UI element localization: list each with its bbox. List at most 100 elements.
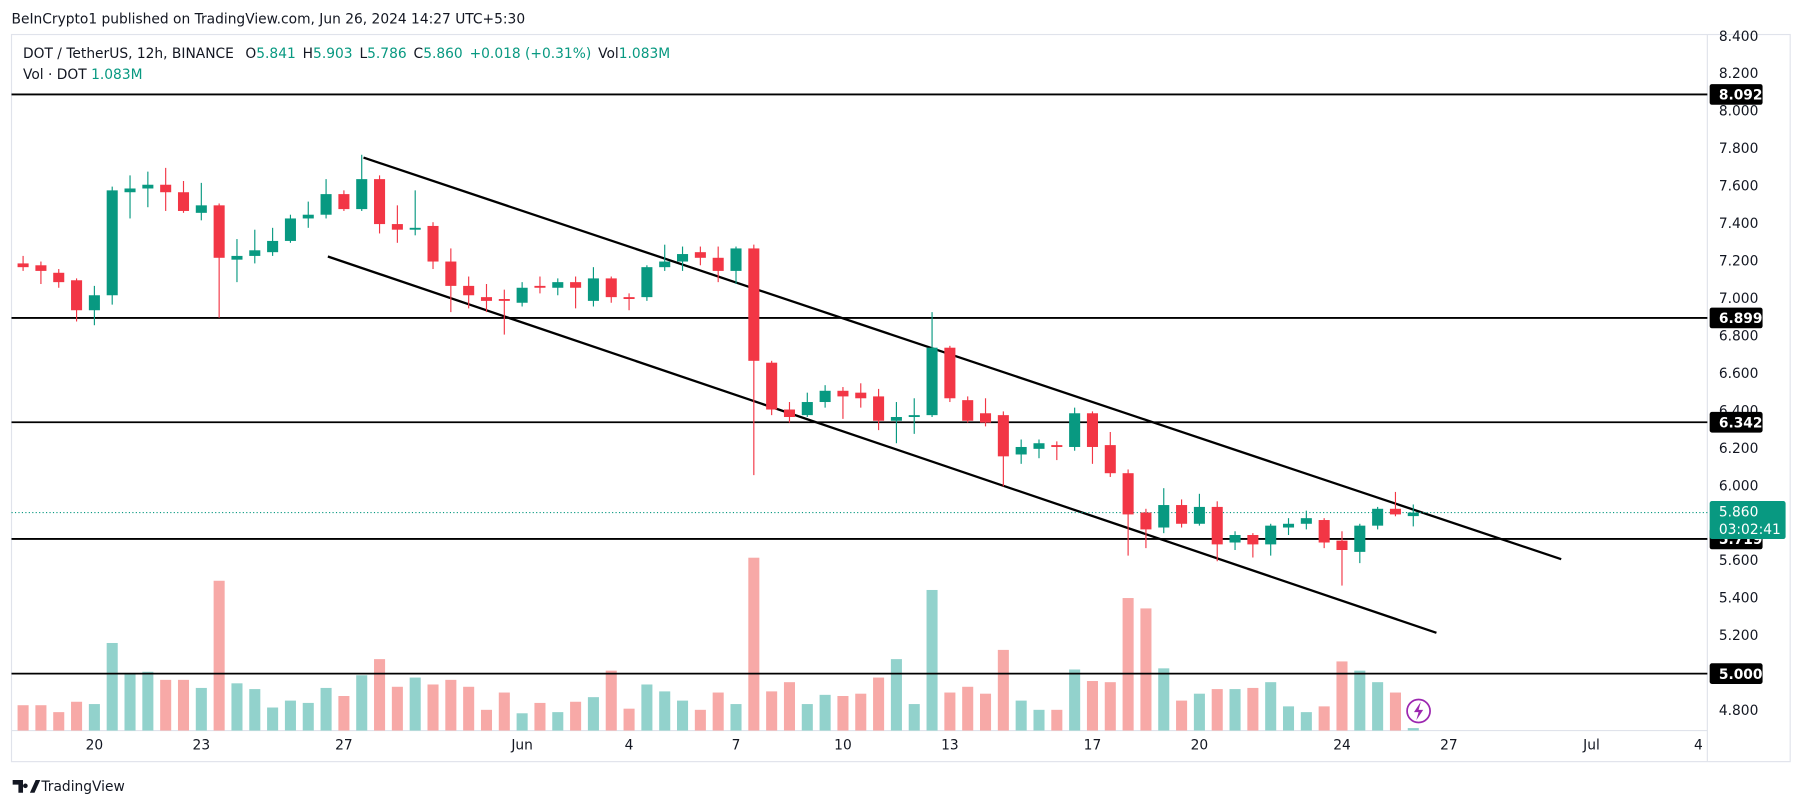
- volume-bar: [730, 704, 742, 731]
- candle-body: [35, 265, 47, 271]
- volume-bar: [1372, 682, 1384, 731]
- candle-body: [267, 240, 279, 253]
- y-tick-label: 4.800: [1719, 703, 1759, 719]
- candle-body: [320, 194, 332, 215]
- volume-bar: [552, 712, 564, 731]
- level-label-box: [1709, 307, 1763, 329]
- volume-bar: [980, 693, 992, 731]
- candle-body: [374, 179, 386, 225]
- x-tick-label: 4: [1694, 738, 1703, 754]
- field-value: 5.860: [423, 46, 463, 62]
- volume-bar: [1033, 709, 1045, 731]
- volume-bar: [35, 705, 47, 731]
- field-value: 5.786: [367, 46, 406, 62]
- axes: 4.8005.0005.2005.4005.6005.8006.0006.200…: [86, 29, 1786, 754]
- volume-bar: [409, 677, 421, 731]
- volume-bar: [1176, 700, 1188, 731]
- x-tick-label: Jul: [1582, 738, 1600, 754]
- candle-body: [1354, 525, 1366, 552]
- x-tick-label: 27: [335, 738, 353, 754]
- lightning-icon[interactable]: [1406, 698, 1431, 724]
- candle-body: [1051, 445, 1063, 447]
- candle-body: [1176, 505, 1188, 524]
- volume-bar: [1282, 706, 1295, 731]
- countdown: 03:02:41: [1719, 522, 1781, 538]
- candle-body: [480, 297, 493, 301]
- volume-bar: [659, 691, 671, 731]
- candle-body: [962, 400, 974, 421]
- volume-bar: [570, 701, 582, 731]
- field-value: 5.903: [313, 46, 353, 62]
- y-tick-label: 6.800: [1719, 328, 1759, 344]
- volume-bar: [1247, 687, 1259, 731]
- candle-body: [17, 263, 29, 268]
- candle-body: [837, 390, 849, 397]
- candle-body: [819, 390, 831, 403]
- y-tick-label: 7.200: [1719, 254, 1759, 270]
- candle-body: [445, 261, 457, 286]
- volume-bar: [124, 672, 136, 731]
- candle-body: [1372, 508, 1384, 526]
- y-tick-label: 6.000: [1719, 478, 1759, 494]
- x-tick-label: 23: [193, 738, 211, 754]
- candle-body: [677, 254, 689, 262]
- candle-body: [908, 415, 920, 418]
- field-label: H: [303, 46, 313, 62]
- level-label-box: [1709, 84, 1763, 105]
- candle-body: [195, 205, 207, 213]
- candle-body: [213, 205, 225, 258]
- candle-body: [1318, 520, 1330, 543]
- candle-body: [71, 280, 83, 311]
- field-value: 5.841: [256, 46, 296, 62]
- x-tick-label: 20: [1191, 738, 1209, 754]
- volume-header: Vol · DOT 1.083M: [23, 67, 143, 83]
- level-label: 6.899: [1719, 311, 1763, 327]
- vol-line-value: 1.083M: [91, 67, 142, 83]
- volume-bar: [1193, 693, 1205, 731]
- volume-bar: [17, 705, 29, 731]
- candles: [17, 154, 1419, 586]
- candle-body: [1282, 523, 1295, 528]
- volume-bar: [445, 679, 457, 731]
- candle-body: [659, 261, 671, 268]
- vol-value: 1.083M: [619, 46, 670, 62]
- y-tick-label: 7.400: [1719, 216, 1759, 232]
- candle-body: [409, 227, 421, 230]
- candle-body: [605, 278, 617, 298]
- candle-body: [1140, 512, 1152, 530]
- volume-bar: [356, 675, 368, 731]
- candle-body: [1336, 540, 1348, 551]
- candle-body: [177, 192, 190, 211]
- field-label: O: [245, 46, 256, 62]
- volume-bar: [837, 695, 849, 731]
- x-tick-label: 24: [1333, 738, 1351, 754]
- candle-body: [1265, 525, 1277, 545]
- volume-bar: [766, 691, 778, 731]
- vol-label: Vol: [598, 46, 619, 62]
- change: +0.018 (+0.31%): [470, 46, 592, 62]
- footer-brand: TradingView: [40, 779, 124, 795]
- volume-bar: [88, 704, 100, 731]
- level-label-box: [1709, 663, 1763, 684]
- volume-bar: [1211, 689, 1223, 731]
- volume-bar: [1069, 669, 1081, 731]
- y-tick-label: 8.400: [1719, 29, 1759, 45]
- volume-bar: [1354, 670, 1366, 731]
- level-label-box: [1709, 411, 1763, 433]
- candle-body: [694, 252, 706, 258]
- candle-body: [890, 417, 902, 421]
- volume-bar: [712, 692, 724, 731]
- volume-bar: [463, 686, 475, 731]
- candle-body: [783, 409, 796, 418]
- volume-bar: [605, 670, 617, 731]
- candle-body: [855, 392, 867, 399]
- candle-body: [160, 184, 172, 193]
- volume-bar: [908, 704, 920, 731]
- volume-bar: [1158, 668, 1170, 731]
- candle-body: [1158, 505, 1170, 528]
- volume-bar: [1407, 728, 1419, 731]
- y-tick-label: 5.200: [1719, 628, 1759, 644]
- volume-bar: [783, 682, 796, 731]
- volume-bar: [374, 659, 386, 731]
- volume-bar: [1336, 661, 1348, 731]
